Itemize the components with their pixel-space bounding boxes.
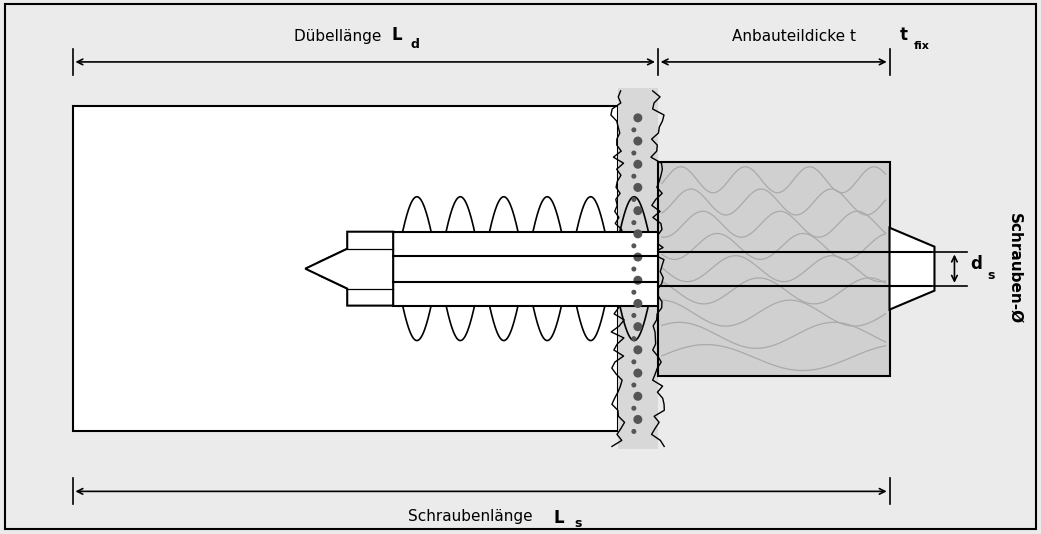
Text: Anbauteildicke t: Anbauteildicke t xyxy=(732,29,856,44)
Text: Schraubenlänge: Schraubenlänge xyxy=(408,509,538,524)
Circle shape xyxy=(632,198,636,201)
Circle shape xyxy=(634,370,641,377)
Circle shape xyxy=(634,137,641,145)
Text: L: L xyxy=(391,26,403,44)
Circle shape xyxy=(632,267,636,271)
Text: t: t xyxy=(899,26,908,44)
Text: Schrauben-Ø: Schrauben-Ø xyxy=(1007,213,1022,324)
Circle shape xyxy=(632,430,636,433)
Text: Dübellänge: Dübellänge xyxy=(295,29,386,44)
Circle shape xyxy=(632,337,636,341)
Polygon shape xyxy=(889,227,935,310)
Circle shape xyxy=(632,313,636,317)
Circle shape xyxy=(634,300,641,307)
Circle shape xyxy=(632,221,636,224)
Text: fix: fix xyxy=(914,41,930,51)
Circle shape xyxy=(632,244,636,248)
Circle shape xyxy=(634,323,641,331)
Circle shape xyxy=(634,114,641,122)
Circle shape xyxy=(634,392,641,400)
Bar xyxy=(658,162,889,375)
Circle shape xyxy=(632,175,636,178)
Bar xyxy=(73,106,618,431)
Text: d: d xyxy=(970,255,983,273)
Circle shape xyxy=(632,383,636,387)
Circle shape xyxy=(634,346,641,354)
Polygon shape xyxy=(305,232,393,305)
Circle shape xyxy=(634,415,641,423)
Circle shape xyxy=(632,128,636,132)
Circle shape xyxy=(634,207,641,215)
Circle shape xyxy=(634,230,641,238)
Circle shape xyxy=(634,277,641,284)
Bar xyxy=(618,88,658,450)
Bar xyxy=(393,232,658,305)
Circle shape xyxy=(632,290,636,294)
Circle shape xyxy=(634,160,641,168)
Text: L: L xyxy=(554,509,564,528)
Circle shape xyxy=(632,406,636,410)
Text: d: d xyxy=(411,38,420,51)
Circle shape xyxy=(632,151,636,155)
Circle shape xyxy=(632,360,636,364)
Circle shape xyxy=(634,184,641,191)
Circle shape xyxy=(634,253,641,261)
Text: s: s xyxy=(575,517,582,530)
Text: s: s xyxy=(988,269,995,282)
